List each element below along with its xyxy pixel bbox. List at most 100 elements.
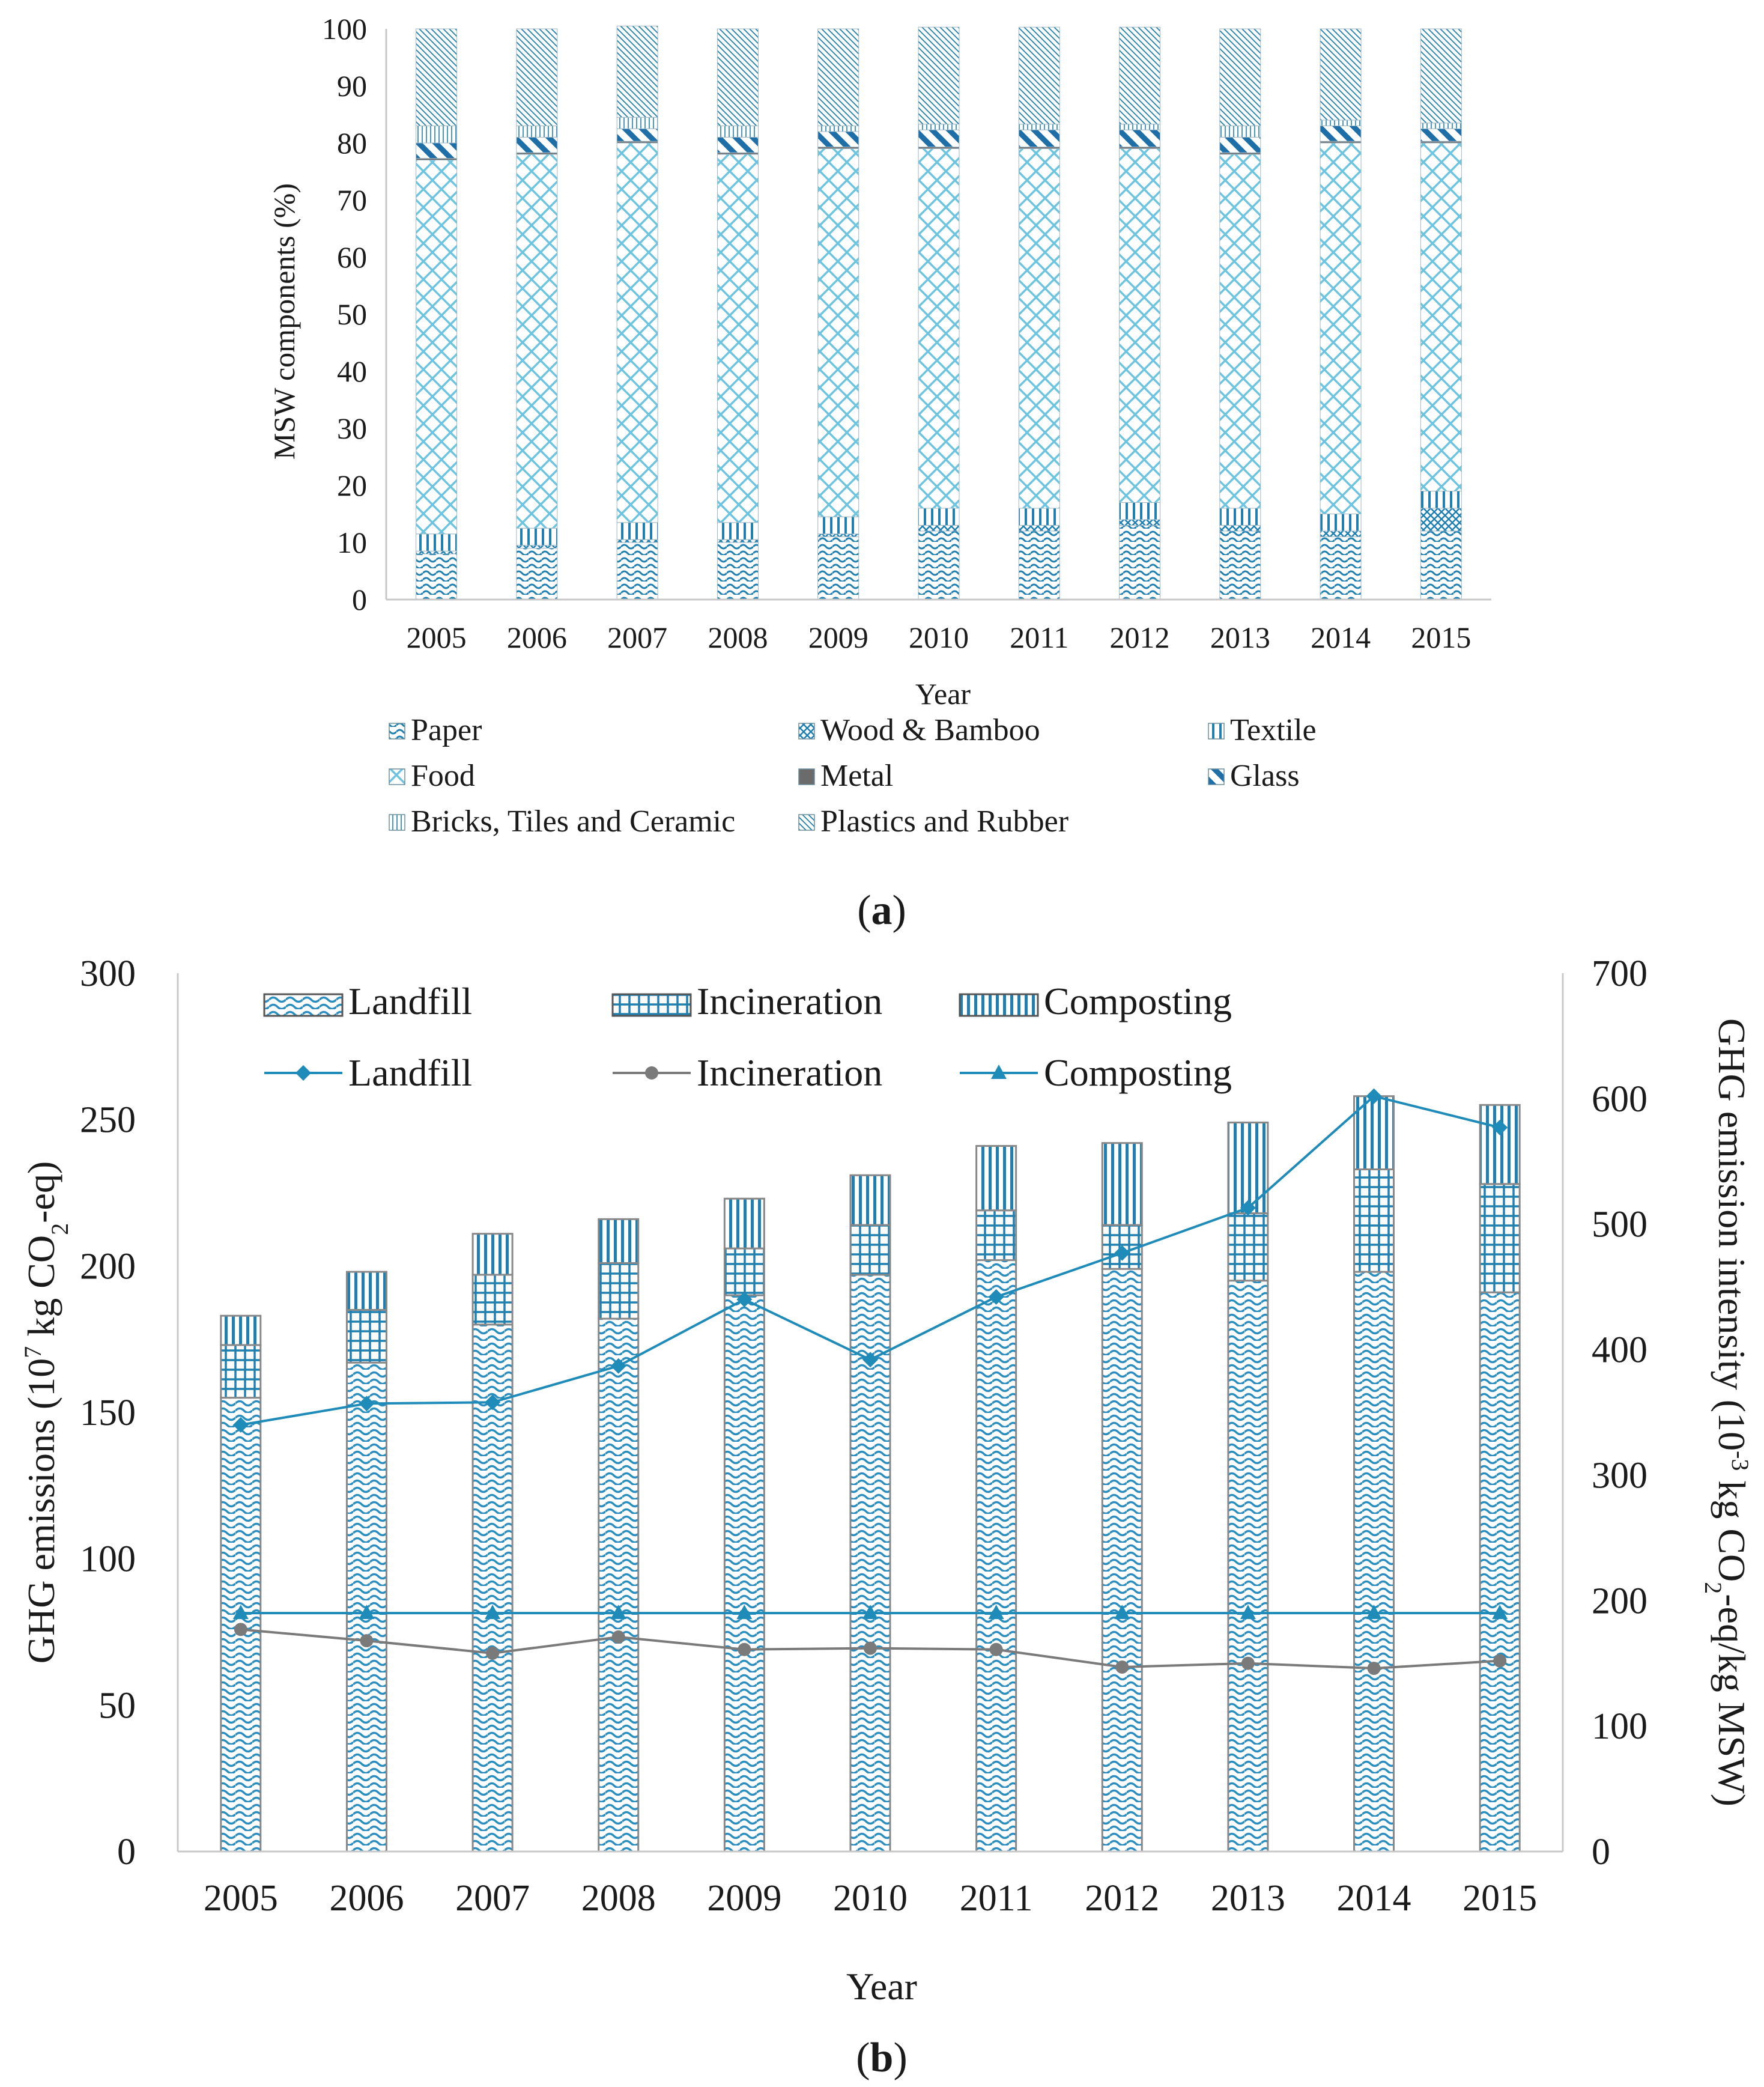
- b-bar-segment-2012-composting: [1101, 1142, 1143, 1226]
- a-legend-label: Paper: [411, 713, 482, 747]
- a-bar-segment-2008-s6: [717, 126, 759, 138]
- b-bar-segment-2015-composting: [1479, 1104, 1521, 1185]
- b-marker-incineration-2012: [1115, 1660, 1129, 1674]
- b-legend-bar-swatch: [263, 993, 344, 1017]
- a-bar-segment-2009-s7: [817, 28, 859, 126]
- a-bar-segment-2011-s2: [1018, 508, 1060, 526]
- b-bar-segment-2008-composting: [598, 1218, 640, 1264]
- a-bar-segment-2005-s6: [416, 126, 458, 144]
- b-marker-composting-2014: [1366, 1605, 1382, 1620]
- a-legend-label: Plastics and Rubber: [820, 804, 1068, 839]
- chart-a-y-ticks: 0 10 20 30 40 50 60 70 80 90 100: [322, 12, 367, 616]
- b-left-tick-label: 250: [80, 1100, 136, 1141]
- chart-b-x-ticks: 2005 2006 2007 2008 2009 2010 2011 2012 2013 2014…: [204, 1878, 1537, 1919]
- a-bar-segment-2008-s1: [717, 539, 759, 543]
- a-x-tick-label: 2008: [708, 621, 768, 654]
- a-bar-segment-2012-s1: [1119, 519, 1161, 526]
- b-right-tick-label: 200: [1592, 1581, 1647, 1621]
- a-x-tick-label: 2009: [808, 621, 868, 654]
- a-bar-segment-2009-s6: [817, 126, 859, 132]
- a-bar-segment-2008-s5: [717, 137, 759, 153]
- a-bar-segment-2005-s7: [416, 28, 458, 126]
- b-bar-segment-2006-composting: [345, 1271, 387, 1311]
- b-marker-landfill-2011: [988, 1289, 1004, 1305]
- a-bar-segment-2012-s0: [1119, 525, 1161, 600]
- b-marker-incineration-2006: [360, 1634, 374, 1648]
- b-bar-segment-2010-incineration: [849, 1224, 891, 1276]
- b-marker-landfill-2009: [736, 1292, 753, 1308]
- b-x-tick-label: 2014: [1337, 1878, 1411, 1919]
- b-right-tick-label: 700: [1592, 953, 1647, 994]
- a-bar-segment-2014-s1: [1320, 530, 1362, 537]
- a-legend-swatch: [798, 768, 815, 785]
- a-y-tick-label: 50: [337, 297, 367, 331]
- a-bar-segment-2006-s6: [516, 126, 558, 138]
- b-x-tick-label: 2013: [1211, 1878, 1285, 1919]
- a-y-tick-label: 90: [337, 69, 367, 103]
- a-bar-segment-2009-s1: [817, 533, 859, 537]
- b-bar-segment-2009-incineration: [723, 1247, 765, 1296]
- a-bar-segment-2013-s2: [1219, 508, 1261, 526]
- chart-a-y-axis-title: MSW components (%): [267, 183, 301, 460]
- a-bar-segment-2013-s3: [1219, 154, 1261, 509]
- a-legend-label: Food: [411, 759, 475, 793]
- a-x-tick-label: 2005: [407, 621, 467, 654]
- chart-a-x-axis-title: Year: [915, 677, 971, 711]
- a-bar-segment-2014-s2: [1320, 514, 1362, 532]
- a-legend-label: Textile: [1230, 713, 1317, 747]
- b-marker-composting-2006: [359, 1605, 375, 1620]
- chart-b-legend: Landfill Incineration Composting Landfill In…: [263, 980, 1232, 1094]
- a-bar-segment-2010-s2: [918, 508, 960, 526]
- a-bar-segment-2005-s0: [416, 553, 458, 600]
- chart-b-x-axis-title: Year: [846, 1965, 917, 2008]
- b-left-tick-label: 200: [80, 1246, 136, 1287]
- a-legend-swatch: [1208, 723, 1225, 740]
- a-legend-swatch: [389, 814, 405, 831]
- a-bar-segment-2011-s7: [1018, 26, 1060, 125]
- a-bar-segment-2011-s3: [1018, 148, 1060, 509]
- a-legend-swatch: [389, 768, 405, 785]
- a-legend-label: Bricks, Tiles and Ceramic: [411, 804, 735, 839]
- a-bar-segment-2006-s0: [516, 548, 558, 600]
- a-y-tick-label: 40: [337, 354, 367, 388]
- a-x-tick-label: 2013: [1210, 621, 1270, 654]
- a-bar-segment-2007-s5: [616, 128, 658, 142]
- b-marker-composting-2010: [862, 1605, 878, 1620]
- b-legend-bar-label: Landfill: [348, 980, 472, 1022]
- a-bar-segment-2013-s5: [1219, 137, 1261, 153]
- b-x-tick-label: 2011: [960, 1878, 1033, 1919]
- a-bar-segment-2010-s1: [918, 525, 960, 532]
- a-x-tick-label: 2014: [1311, 621, 1371, 654]
- a-bar-segment-2012-s3: [1119, 148, 1161, 503]
- a-bar-segment-2006-s7: [516, 28, 558, 126]
- a-bar-segment-2015-s0: [1420, 530, 1462, 600]
- b-marker-landfill-2013: [1240, 1200, 1256, 1216]
- b-bar-segment-2010-composting: [849, 1174, 891, 1226]
- a-bar-segment-2015-s1: [1420, 508, 1462, 532]
- a-bar-segment-2012-s5: [1119, 129, 1161, 148]
- b-marker-incineration-2005: [234, 1623, 247, 1636]
- a-bar-segment-2007-s7: [616, 25, 658, 118]
- a-bar-segment-2009-s5: [817, 131, 859, 148]
- b-marker-incineration-2011: [989, 1642, 1003, 1656]
- a-bar-segment-2009-s3: [817, 148, 859, 517]
- b-bar-segment-2008-incineration: [598, 1262, 640, 1320]
- a-bar-segment-2005-s5: [416, 142, 458, 159]
- a-y-tick-label: 70: [337, 183, 367, 217]
- b-right-tick-label: 0: [1592, 1832, 1610, 1873]
- b-marker-landfill-2007: [485, 1394, 501, 1411]
- b-bar-segment-2011-landfill: [975, 1259, 1017, 1853]
- b-marker-composting-2012: [1114, 1605, 1130, 1620]
- a-bar-segment-2005-s2: [416, 533, 458, 551]
- a-bar-segment-2010-s7: [918, 26, 960, 125]
- b-legend-bar-swatch: [959, 993, 1039, 1017]
- a-bar-segment-2007-s1: [616, 539, 658, 543]
- b-legend-line-label: Incineration: [697, 1051, 882, 1094]
- b-marker-incineration-2015: [1493, 1654, 1507, 1668]
- b-marker-incineration-2010: [864, 1641, 877, 1655]
- b-bar-segment-2011-composting: [975, 1145, 1017, 1212]
- b-x-tick-label: 2010: [833, 1878, 908, 1919]
- a-bar-segment-2010-s3: [918, 148, 960, 509]
- a-bar-segment-2008-s7: [717, 28, 759, 126]
- a-bar-segment-2015-s5: [1420, 128, 1462, 142]
